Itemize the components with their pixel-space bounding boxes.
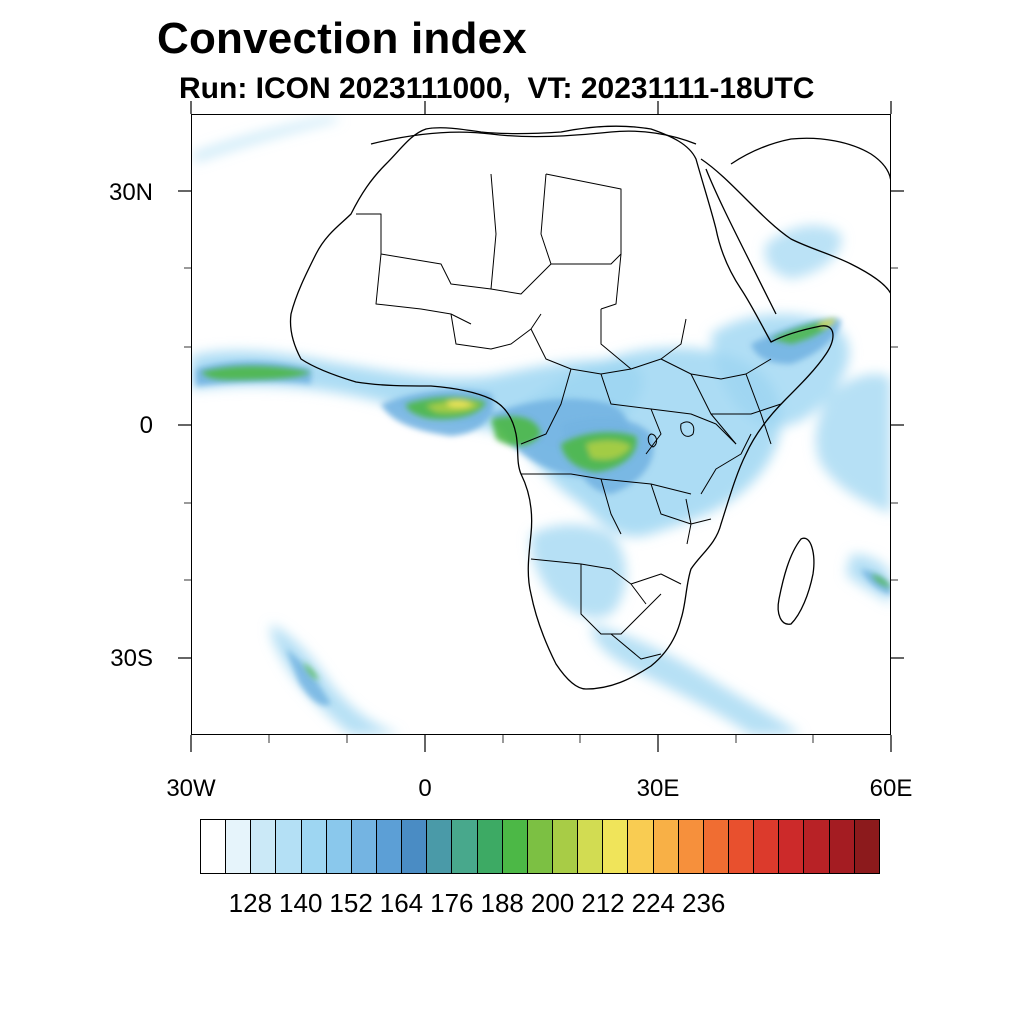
colorbar-box: [829, 820, 855, 873]
madagascar-coastline: [777, 537, 815, 625]
colorbar-box: [301, 820, 327, 873]
colorbar-box: [326, 820, 352, 873]
country-borders: [356, 173, 782, 660]
lat-label-30s: 30S: [110, 645, 153, 672]
convection-core-high: [201, 318, 891, 680]
convection-map: [191, 116, 891, 735]
colorbar-label: 164: [379, 888, 424, 918]
colorbar-box: [804, 820, 830, 873]
mediterranean: [370, 130, 697, 145]
lon-label-0: 0: [418, 775, 432, 802]
colorbar-box: [703, 820, 729, 873]
colorbar-box: [477, 820, 503, 873]
chart-title: Convection index: [157, 14, 527, 63]
colorbar-box: [351, 820, 377, 873]
lon-label-30e: 30E: [636, 775, 680, 802]
colorbar-box: [603, 820, 629, 873]
colorbar-label: 224: [631, 888, 676, 918]
colorbar-label: 236: [682, 888, 726, 918]
lon-label-60e: 60E: [869, 775, 913, 802]
colorbar-box: [628, 820, 654, 873]
colorbar-box: [552, 820, 579, 873]
lat-label-30n: 30N: [108, 179, 153, 206]
colorbar-label: 176: [430, 888, 474, 918]
colorbar-box: [678, 820, 704, 873]
south-africa-frontal-band: [591, 624, 801, 735]
chart-subtitle: Run: ICON 2023111000, VT: 20231111-18UTC: [179, 72, 815, 105]
colorbar-box: [376, 820, 403, 873]
colorbar-box: [728, 820, 755, 873]
colorbar-box: [427, 820, 453, 873]
indian-ocean-swirl: [815, 374, 891, 514]
colorbar-box: [276, 820, 302, 873]
coastlines: [289, 125, 891, 690]
lon-label-30w: 30W: [166, 775, 216, 802]
colorbar-box: [251, 820, 277, 873]
colorbar-box: [854, 820, 879, 873]
colorbar-label: 212: [581, 888, 625, 918]
colorbar-label: 200: [530, 888, 575, 918]
colorbar-label: 188: [480, 888, 524, 918]
colorbar-box: [527, 820, 553, 873]
colorbar-box: [502, 820, 528, 873]
arabia-coastline: [700, 137, 891, 295]
colorbar-label: 140: [279, 888, 323, 918]
colorbar: [200, 819, 880, 874]
colorbar-box: [402, 820, 428, 873]
lakes: [647, 421, 695, 545]
colorbar-box: [653, 820, 679, 873]
colorbar-box: [226, 820, 252, 873]
southern-africa-band: [530, 524, 626, 618]
red-sea: [705, 168, 777, 315]
colorbar-box: [754, 820, 780, 873]
africa-coastline: [289, 125, 834, 690]
colorbar-box: [578, 820, 604, 873]
lat-label-0: 0: [139, 412, 153, 439]
map-panel: [191, 114, 891, 735]
colorbar-box: [779, 820, 805, 873]
southwest-atlantic-band: [270, 624, 401, 735]
colorbar-label: 128: [228, 888, 273, 918]
colorbar-box: [452, 820, 478, 873]
colorbar-box: [201, 820, 227, 873]
arabia-patch: [764, 225, 842, 279]
colorbar-label: 152: [329, 888, 373, 918]
north-atlantic-streak: [191, 116, 341, 162]
